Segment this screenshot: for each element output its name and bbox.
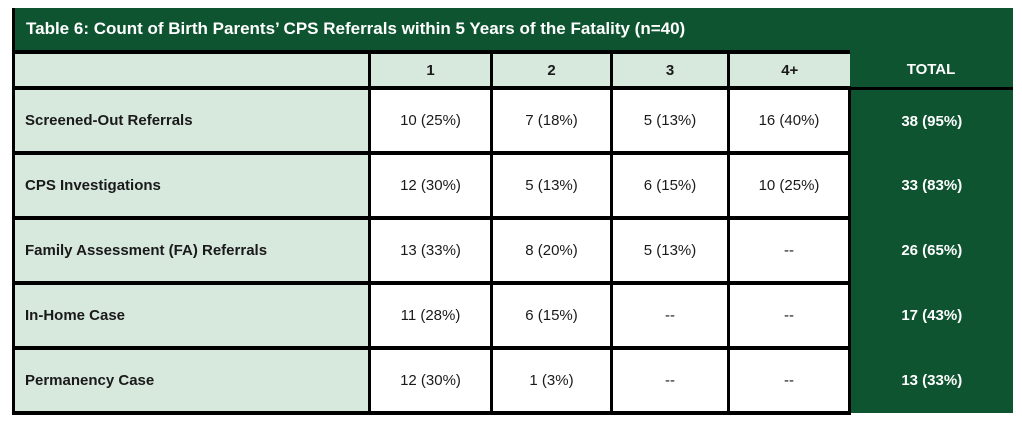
data-cell: -- bbox=[726, 346, 852, 415]
row-label: Family Assessment (FA) Referrals bbox=[12, 216, 371, 285]
data-cell: 1 (3%) bbox=[490, 346, 613, 415]
row-screened-out-referrals: Screened-Out Referrals 10 (25%) 7 (18%) … bbox=[12, 86, 1013, 155]
cps-referrals-table: Table 6: Count of Birth Parents’ CPS Ref… bbox=[11, 8, 1013, 415]
data-cell: 5 (13%) bbox=[490, 151, 613, 220]
data-cell: 10 (25%) bbox=[368, 86, 493, 155]
column-header-4plus: 4+ bbox=[726, 52, 850, 90]
data-cell: 5 (13%) bbox=[610, 86, 730, 155]
page: Table 6: Count of Birth Parents’ CPS Ref… bbox=[11, 8, 1013, 415]
row-permanency-case: Permanency Case 12 (30%) 1 (3%) -- -- 13… bbox=[12, 346, 1013, 415]
total-cell: 26 (65%) bbox=[848, 218, 1013, 283]
row-family-assessment-referrals: Family Assessment (FA) Referrals 13 (33%… bbox=[12, 216, 1013, 285]
total-cell: 17 (43%) bbox=[848, 283, 1013, 348]
data-cell: -- bbox=[610, 346, 730, 415]
data-cell: 11 (28%) bbox=[368, 281, 493, 350]
data-cell: 7 (18%) bbox=[490, 86, 613, 155]
column-header-2: 2 bbox=[490, 52, 613, 90]
title-row: Table 6: Count of Birth Parents’ CPS Ref… bbox=[11, 8, 1013, 54]
header-corner-cell bbox=[12, 52, 371, 90]
title-bar-total-extension bbox=[849, 8, 1013, 52]
data-cell: -- bbox=[726, 281, 852, 350]
row-label: In-Home Case bbox=[12, 281, 371, 350]
data-cell: 8 (20%) bbox=[490, 216, 613, 285]
total-cell: 13 (33%) bbox=[848, 348, 1013, 413]
data-cell: 12 (30%) bbox=[368, 346, 493, 415]
data-cell: -- bbox=[726, 216, 852, 285]
data-cell: 13 (33%) bbox=[368, 216, 493, 285]
data-cell: 6 (15%) bbox=[490, 281, 613, 350]
header-row: 1 2 3 4+ TOTAL bbox=[12, 52, 1013, 90]
data-cell: 10 (25%) bbox=[726, 151, 852, 220]
total-cell: 38 (95%) bbox=[848, 88, 1013, 153]
data-cell: 16 (40%) bbox=[726, 86, 852, 155]
row-label: CPS Investigations bbox=[12, 151, 371, 220]
table-title: Table 6: Count of Birth Parents’ CPS Ref… bbox=[11, 8, 850, 54]
column-header-1: 1 bbox=[368, 52, 493, 90]
row-label: Permanency Case bbox=[12, 346, 371, 415]
data-cell: 12 (30%) bbox=[368, 151, 493, 220]
total-cell: 33 (83%) bbox=[848, 153, 1013, 218]
row-in-home-case: In-Home Case 11 (28%) 6 (15%) -- -- 17 (… bbox=[12, 281, 1013, 350]
data-cell: -- bbox=[610, 281, 730, 350]
column-header-3: 3 bbox=[610, 52, 730, 90]
column-header-total: TOTAL bbox=[849, 52, 1013, 90]
data-cell: 5 (13%) bbox=[610, 216, 730, 285]
data-cell: 6 (15%) bbox=[610, 151, 730, 220]
row-cps-investigations: CPS Investigations 12 (30%) 5 (13%) 6 (1… bbox=[12, 151, 1013, 220]
row-label: Screened-Out Referrals bbox=[12, 86, 371, 155]
